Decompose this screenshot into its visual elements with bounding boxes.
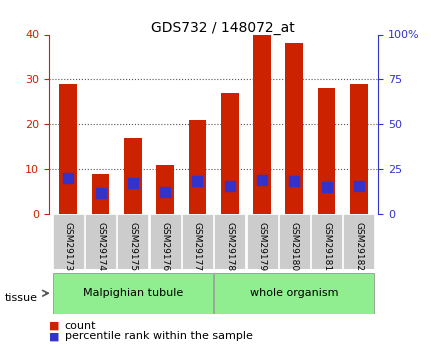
Text: GSM29181: GSM29181 [322,222,331,271]
FancyBboxPatch shape [53,214,84,269]
Text: GSM29176: GSM29176 [161,222,170,271]
Point [65,175,72,181]
FancyBboxPatch shape [247,214,278,269]
FancyBboxPatch shape [279,214,310,269]
Text: whole organism: whole organism [250,288,339,298]
Text: GSM29180: GSM29180 [290,222,299,271]
Text: count: count [65,321,96,331]
Text: ■: ■ [49,321,60,331]
FancyBboxPatch shape [214,273,374,314]
Point [355,183,362,189]
FancyBboxPatch shape [344,214,374,269]
Bar [318,88,336,214]
Text: GDS732 / 148072_at: GDS732 / 148072_at [150,21,295,35]
Point [97,190,104,196]
Point [226,183,233,189]
Point [291,178,298,184]
Text: GSM29182: GSM29182 [354,222,364,271]
Bar [60,84,77,214]
Text: tissue: tissue [4,294,37,303]
Text: ■: ■ [49,332,60,341]
Text: GSM29178: GSM29178 [225,222,234,271]
Bar [221,93,239,214]
FancyBboxPatch shape [214,214,245,269]
Bar [156,165,174,214]
Bar [350,84,368,214]
FancyBboxPatch shape [311,214,342,269]
Text: GSM29175: GSM29175 [129,222,138,271]
Text: GSM29179: GSM29179 [258,222,267,271]
Point [162,190,169,195]
FancyBboxPatch shape [117,214,148,269]
Bar [253,34,271,214]
Bar [189,120,206,214]
Text: percentile rank within the sample: percentile rank within the sample [65,332,252,341]
FancyBboxPatch shape [182,214,213,269]
Point [194,178,201,184]
FancyBboxPatch shape [85,214,116,269]
Bar [124,138,142,214]
Text: Malpighian tubule: Malpighian tubule [83,288,183,298]
Bar [92,174,109,214]
Point [259,177,266,183]
Text: GSM29174: GSM29174 [96,222,105,271]
FancyBboxPatch shape [53,273,213,314]
Point [129,181,137,186]
FancyBboxPatch shape [150,214,181,269]
Text: GSM29173: GSM29173 [64,222,73,271]
Point [323,184,330,190]
Text: GSM29177: GSM29177 [193,222,202,271]
Bar [285,43,303,214]
